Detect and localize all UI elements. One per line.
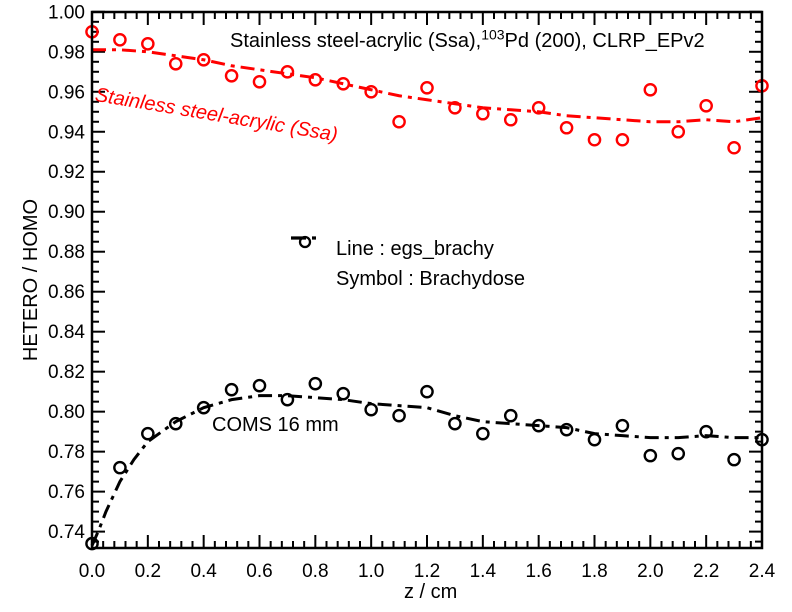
- series-coms-symbols: [85, 376, 769, 551]
- svg-text:0.82: 0.82: [48, 362, 85, 383]
- svg-text:0.78: 0.78: [48, 442, 85, 463]
- svg-text:2.0: 2.0: [637, 561, 663, 582]
- svg-text:0.2: 0.2: [135, 561, 161, 582]
- svg-text:2.2: 2.2: [693, 561, 719, 582]
- svg-text:0.84: 0.84: [48, 322, 85, 343]
- svg-text:0.76: 0.76: [48, 482, 85, 503]
- plot-title-superscript: 103: [481, 26, 505, 43]
- legend-symbol-label: Symbol : Brachydose: [336, 268, 525, 290]
- series-ssa-symbols: [85, 24, 769, 155]
- svg-text:1.4: 1.4: [470, 561, 497, 582]
- svg-text:0.74: 0.74: [48, 522, 85, 543]
- svg-text:0.80: 0.80: [48, 402, 85, 423]
- series-ssa-line: [92, 48, 763, 124]
- svg-text:2.4: 2.4: [749, 561, 776, 582]
- y-axis-label: HETERO / HOMO: [20, 198, 42, 362]
- plot-title-part1: Stainless steel-acrylic (Ssa),: [230, 30, 482, 52]
- black-curve-label: COMS 16 mm: [212, 414, 339, 436]
- svg-text:1.00: 1.00: [48, 2, 85, 23]
- legend: Line : egs_brachy Symbol : Brachydose: [291, 234, 525, 294]
- svg-text:0.90: 0.90: [48, 202, 85, 223]
- svg-text:1.8: 1.8: [581, 561, 607, 582]
- svg-text:1.2: 1.2: [414, 561, 440, 582]
- svg-text:0.98: 0.98: [48, 42, 85, 63]
- legend-line-label: Line : egs_brachy: [336, 238, 494, 260]
- svg-text:0.0: 0.0: [79, 561, 105, 582]
- plot-title: Stainless steel-acrylic (Ssa),103Pd (200…: [230, 27, 705, 52]
- svg-text:0.4: 0.4: [190, 561, 217, 582]
- svg-text:0.92: 0.92: [48, 162, 85, 183]
- x-axis-label: z / cm: [404, 581, 458, 603]
- axis-frame: [90, 10, 764, 550]
- svg-text:1.6: 1.6: [525, 561, 551, 582]
- svg-text:0.96: 0.96: [48, 82, 85, 103]
- y-tick-labels: 0.74 0.76 0.78 0.80 0.82 0.84 0.86 0.88 0.90 0.92…: [48, 2, 85, 543]
- svg-text:0.94: 0.94: [48, 122, 85, 143]
- svg-text:0.6: 0.6: [246, 561, 272, 582]
- legend-row-symbol: Symbol : Brachydose: [291, 235, 525, 294]
- plot-title-part2: Pd (200), CLRP_EPv2: [504, 30, 705, 52]
- svg-text:0.86: 0.86: [48, 282, 85, 303]
- svg-text:1.0: 1.0: [358, 561, 384, 582]
- x-tick-labels: 0.0 0.2 0.4 0.6 0.8 1.0 1.2 1.4 1.6 1.8 2.0 2.2 2.4: [79, 561, 776, 582]
- series-coms-line: [90, 394, 762, 547]
- svg-text:0.8: 0.8: [302, 561, 328, 582]
- legend-row-line: Line : egs_brachy: [291, 234, 525, 264]
- svg-text:0.88: 0.88: [48, 242, 85, 263]
